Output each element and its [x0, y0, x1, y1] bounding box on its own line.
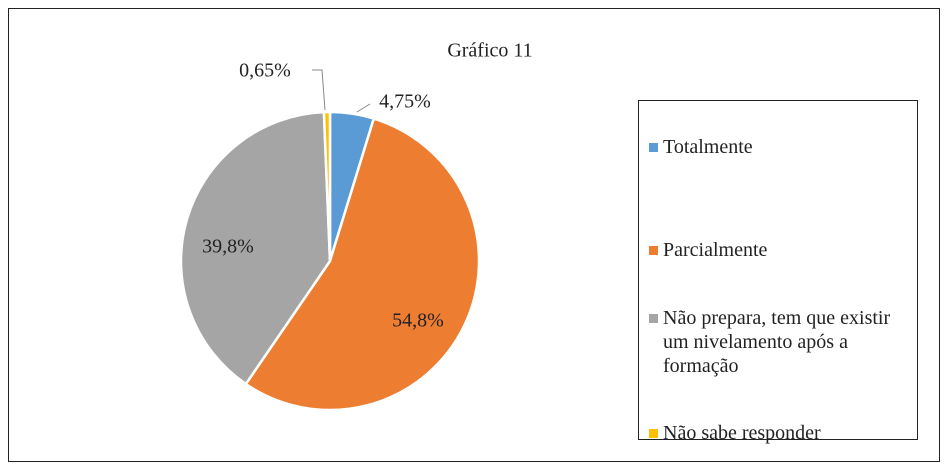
- legend-entry: Totalmente: [649, 135, 914, 159]
- pie-slice: [322, 110, 332, 262]
- pie-slice: [179, 110, 332, 386]
- data-label: 54,8%: [392, 310, 444, 332]
- legend-label: Não sabe responder: [663, 422, 821, 444]
- pie-slice: [244, 117, 481, 412]
- chart-title: Gráfico 11: [447, 40, 532, 62]
- legend-swatch: [649, 246, 658, 255]
- legend-label: Totalmente: [663, 136, 753, 158]
- data-label: 4,75%: [379, 91, 431, 113]
- leader-line: [356, 103, 371, 113]
- legend: Totalmente Parcialmente Não prepara, tem q…: [638, 100, 918, 444]
- data-label: 39,8%: [202, 236, 254, 258]
- legend-entry: Não prepara, tem que existir um nivelame…: [649, 306, 914, 378]
- legend-swatch: [649, 143, 658, 152]
- data-label: 0,65%: [239, 60, 291, 82]
- legend-entry: Não sabe responder: [649, 421, 914, 445]
- legend-label: Não prepara, tem que existir um nivelame…: [663, 307, 891, 377]
- legend-swatch: [649, 314, 658, 323]
- legend-label: Parcialmente: [663, 239, 768, 261]
- legend-entry: Parcialmente: [649, 238, 914, 262]
- legend-swatch: [649, 429, 658, 438]
- leader-line: [312, 69, 326, 111]
